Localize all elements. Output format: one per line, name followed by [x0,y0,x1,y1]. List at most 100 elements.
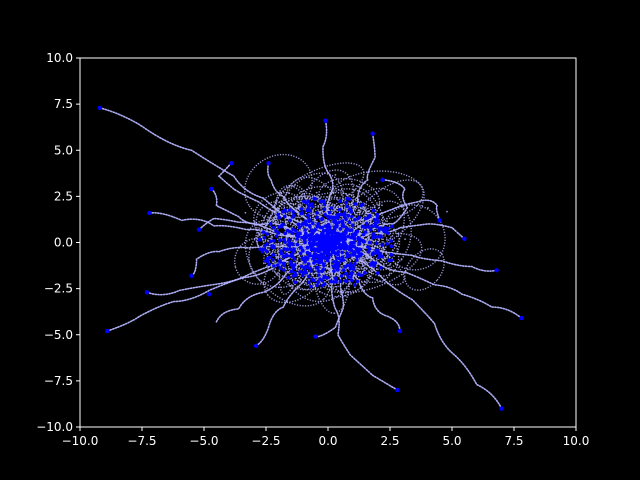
particle-point [277,215,282,220]
particle-point [344,272,349,276]
particle-point [350,272,354,276]
trail-dot [386,220,388,223]
particle-point [300,211,305,215]
particle-point [353,218,357,222]
particle-point [340,255,345,259]
particle-point [355,258,359,262]
particle-endpoint [147,210,152,216]
trail-dot [354,272,356,274]
particle-point [289,269,294,274]
particle-point [334,232,339,236]
trail-dot [358,211,361,214]
particle-endpoint [397,328,403,334]
particle-point [308,251,312,256]
trail-dot [354,224,357,227]
particle-point [367,240,372,245]
particle-point [283,214,287,219]
trail-dot [285,245,287,248]
particle-point [298,251,303,256]
particle-point [357,241,362,246]
particle-point [363,225,368,229]
trail-dot [316,231,319,234]
trail-dot [365,241,368,243]
particle-point [334,280,338,284]
particle-point [347,220,352,225]
trail-dot [364,253,367,255]
trajectory-trail [337,199,441,238]
trajectory-trail [349,254,503,410]
particle-point [284,252,289,257]
particle-point [308,208,312,213]
particle-point [389,258,394,263]
trail-dot [314,203,317,206]
particle-point [280,223,284,228]
trajectory-loop [263,245,326,304]
particle-point [309,247,314,252]
trail-dot [360,219,363,222]
trail-dot [297,206,300,209]
particle-point [320,247,325,252]
particle-point [293,270,297,275]
particle-point [348,253,352,258]
particle-point [385,242,389,246]
particle-point [305,245,310,250]
trail-dot [364,238,367,241]
particle-point [334,240,338,245]
trail-dot [375,265,378,268]
particle-point [368,263,373,267]
particle-point [360,224,365,229]
particle-point [369,227,373,232]
trail-dot [277,252,280,255]
particle-point [326,233,330,237]
particle-point [301,273,305,278]
particle-endpoint [229,161,234,166]
particle-point [307,274,311,279]
particle-point [311,254,316,258]
trail-dot [304,253,306,255]
particle-point [344,279,348,283]
particle-point [377,254,382,259]
particle-point [386,226,390,231]
trail-dot [334,174,337,176]
particle-point [267,262,272,267]
particle-point [380,243,385,247]
particle-endpoint [189,273,194,278]
trail-dot [400,258,403,261]
particle-point [340,250,345,255]
trail-dot [352,210,355,213]
trail-dot [370,238,372,241]
particle-point [344,226,349,231]
particle-point [318,235,322,240]
particle-point [316,265,320,270]
particle-point [348,207,352,211]
trajectory-loop [358,200,412,271]
trail-dot [279,191,281,194]
particle-point [274,234,279,238]
x-tick-label: 2.5 [380,434,399,448]
trail-dot [372,240,375,243]
particle-endpoint [313,334,318,339]
particle-point [332,218,336,223]
trail-dot [300,261,303,264]
particle-point [334,266,338,270]
trail-dot [300,220,303,223]
trail-dot [269,243,272,245]
trail-dot [381,204,383,207]
trail-dot [284,221,287,224]
particle-point [325,258,330,263]
particle-point [318,239,323,244]
trail-dot [346,259,348,261]
particle-point [292,263,297,267]
y-tick-label: 0.0 [54,236,73,250]
particle-point [323,224,328,228]
particle-point [335,245,339,250]
particle-point [324,228,329,233]
trail-dot [290,221,293,224]
trail-dot [379,245,381,248]
trail-dot [298,238,301,241]
particle-point [364,221,369,226]
particle-point [329,206,334,210]
particle-point [270,244,274,248]
trail-dot [368,271,371,274]
particle-point [262,236,267,240]
